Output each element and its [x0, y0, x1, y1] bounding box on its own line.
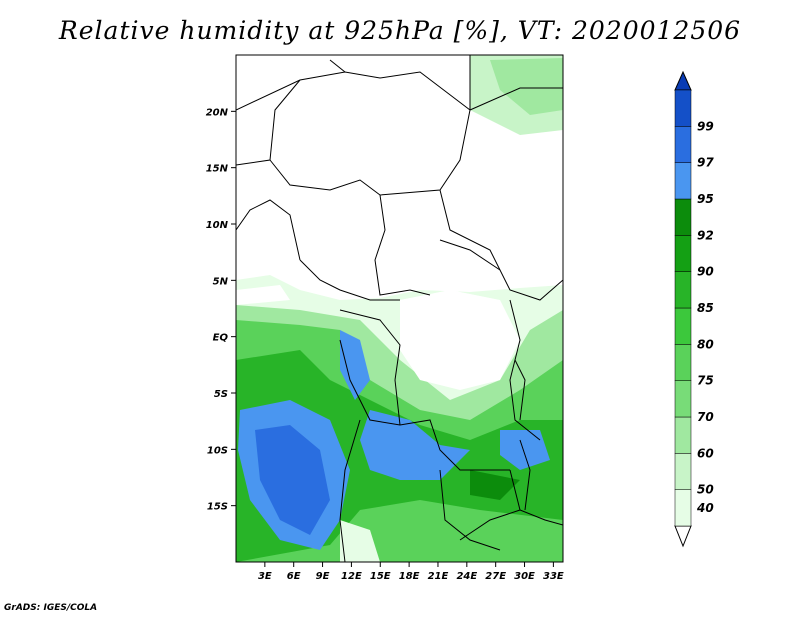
lat-tick-label: 15S: [207, 502, 228, 513]
colorbar-box: [674, 235, 692, 272]
lat-tick-label: 20N: [206, 107, 229, 118]
lon-tick-label: 27E: [485, 571, 506, 582]
colorbar-box: [674, 380, 692, 418]
colorbar-box: [674, 271, 692, 309]
lon-tick-label: 9E: [316, 571, 330, 582]
colorbar-label: 50: [697, 483, 714, 497]
grads-credit: GrADS: IGES/COLA: [4, 603, 98, 613]
country-borders: [236, 55, 563, 562]
colorbar-box: [674, 307, 692, 345]
colorbar-box: [674, 89, 692, 127]
lat-tick-label: 10S: [207, 445, 228, 456]
colorbar-box: [674, 416, 692, 454]
colorbar-label: 80: [697, 337, 714, 351]
colorbar-box: [674, 126, 692, 163]
colorbar-box: [674, 344, 692, 381]
lon-tick-label: 30E: [514, 571, 535, 582]
map-frame: [235, 54, 564, 563]
lon-tick-label: 24E: [456, 571, 477, 582]
colorbar-label: 90: [697, 265, 714, 279]
lon-tick-label: 15E: [370, 571, 391, 582]
humidity-field: [236, 55, 563, 562]
colorbar-label: 97: [697, 156, 714, 170]
lon-tick-label: 12E: [341, 571, 362, 582]
lon-tick-label: 18E: [399, 571, 420, 582]
colorbar-label: 85: [697, 301, 714, 315]
colorbar-label: 40: [696, 501, 714, 515]
colorbar-box: [674, 198, 692, 236]
lat-tick-label: 15N: [206, 164, 229, 175]
colorbar-label: 92: [697, 228, 714, 242]
lat-tick-label: EQ: [213, 333, 229, 344]
colorbar-lower-triangle: [674, 525, 692, 548]
colorbar-upper-triangle: [674, 70, 692, 91]
lon-tick-label: 21E: [428, 571, 449, 582]
lat-tick-label: 5S: [214, 389, 228, 400]
colorbar-label: 95: [697, 192, 714, 206]
map-title: Relative humidity at 925hPa [%], VT: 202…: [58, 16, 742, 45]
lon-axis: 3E 6E 9E 12E 15E 18E 21E 24E 27E 30E 33E: [258, 562, 564, 582]
lat-tick-label: 10N: [206, 220, 229, 231]
colorbar-label: 60: [697, 446, 714, 460]
lon-tick-label: 3E: [258, 571, 272, 582]
colorbar-label: 70: [697, 410, 714, 424]
colorbar: 40 50 60 70 75 80 85 90 92 95 97 99: [674, 70, 714, 548]
colorbar-box: [674, 162, 692, 200]
colorbar-label: 75: [697, 374, 714, 388]
lat-axis: 20N 15N 10N 5N EQ 5S 10S 15S: [206, 107, 236, 513]
lon-tick-label: 33E: [543, 571, 564, 582]
colorbar-box: [674, 453, 692, 490]
lat-tick-label: 5N: [213, 276, 229, 287]
lon-tick-label: 6E: [287, 571, 301, 582]
colorbar-box: [674, 489, 692, 527]
colorbar-label: 99: [697, 119, 714, 133]
